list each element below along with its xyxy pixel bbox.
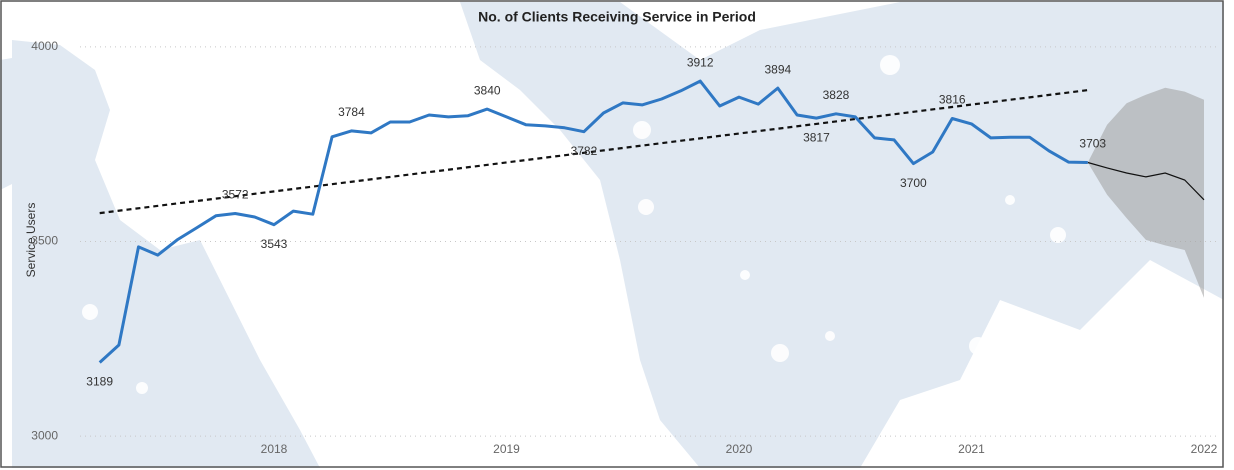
y-tick-label: 3500 — [31, 234, 58, 248]
data-label: 3782 — [571, 144, 598, 158]
x-tick-label: 2022 — [1191, 442, 1218, 456]
forecast-line — [1087, 161, 1205, 201]
data-label: 3543 — [261, 237, 288, 251]
y-tick-label: 3000 — [31, 428, 58, 442]
data-label: 3894 — [764, 62, 791, 76]
data-label: 3912 — [687, 55, 714, 69]
x-tick-label: 2020 — [726, 442, 753, 456]
forecast-band — [1087, 87, 1204, 298]
trend-line — [99, 89, 1088, 215]
data-label: 3840 — [474, 83, 501, 97]
chart-title: No. of Clients Receiving Service in Peri… — [478, 9, 756, 25]
series-line — [98, 79, 1088, 364]
data-label: 3572 — [222, 188, 249, 202]
data-label: 3828 — [823, 88, 850, 102]
data-label: 3700 — [900, 176, 927, 190]
data-label: 3817 — [803, 130, 830, 144]
data-label: 3703 — [1079, 137, 1106, 151]
x-tick-label: 2019 — [493, 442, 520, 456]
x-tick-label: 2021 — [958, 442, 985, 456]
data-label: 3784 — [338, 105, 365, 119]
y-tick-label: 4000 — [31, 39, 58, 53]
data-label: 3189 — [86, 375, 113, 389]
y-axis-label: Service Users — [24, 203, 38, 278]
x-tick-label: 2018 — [261, 442, 288, 456]
data-label: 3816 — [939, 93, 966, 107]
